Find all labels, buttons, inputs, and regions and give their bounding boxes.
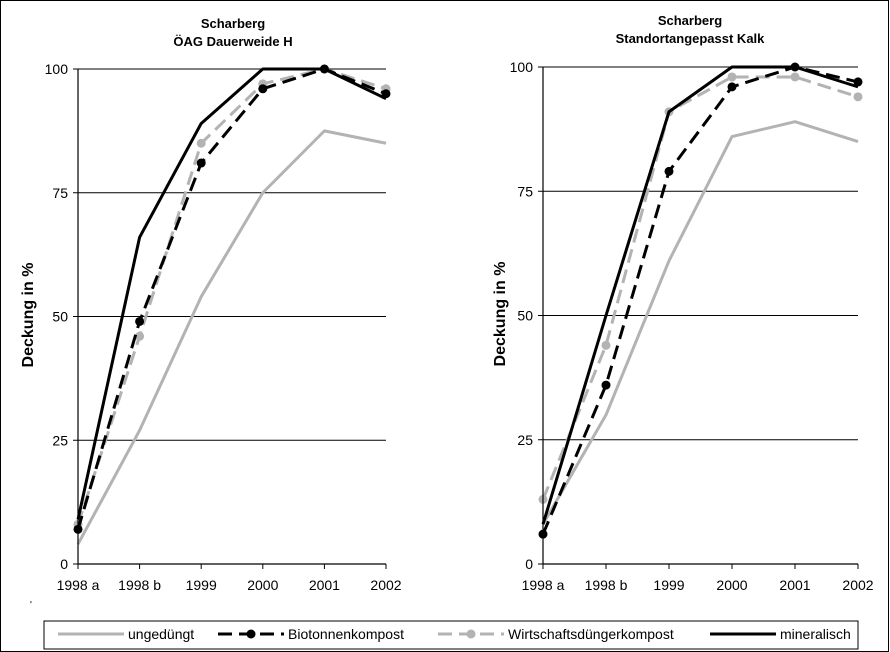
x-tick-label: 2001 xyxy=(309,577,340,593)
series-line-ungedüngt xyxy=(76,129,387,545)
y-tick-label: 50 xyxy=(517,308,533,324)
chart-subtitle-left: ÖAG Dauerweide H xyxy=(173,34,292,49)
chart-title-left: Scharberg xyxy=(201,16,265,31)
x-tick-label: 1999 xyxy=(653,577,684,593)
y-tick-label: 100 xyxy=(45,61,69,77)
data-point-wirtschaftsdüngerkompost xyxy=(727,72,737,82)
data-point-wirtschaftsdüngerkompost xyxy=(601,340,611,350)
data-point-wirtschaftsdüngerkompost xyxy=(135,331,145,341)
stray-mark: ' xyxy=(30,600,32,611)
data-point-wirtschaftsdüngerkompost xyxy=(853,92,863,102)
y-tick-label: 25 xyxy=(517,432,533,448)
data-point-biotonnenkompost xyxy=(664,166,674,176)
data-point-biotonnenkompost xyxy=(135,316,145,326)
x-tick-label: 1998 a xyxy=(57,577,100,593)
legend-label: ungedüngt xyxy=(128,626,194,642)
x-tick-label: 2000 xyxy=(247,577,278,593)
chart-panel-right: Scharberg Standortangepasst Kalk Deckung… xyxy=(492,13,874,593)
y-tick-label: 0 xyxy=(525,556,533,572)
data-point-biotonnenkompost xyxy=(853,77,863,87)
series-line-biotonnenkompost xyxy=(541,65,859,535)
legend-marker xyxy=(466,629,476,639)
legend-label: Wirtschaftsdüngerkompost xyxy=(508,626,674,642)
y-tick-label: 25 xyxy=(52,432,68,448)
data-point-biotonnenkompost xyxy=(196,158,206,168)
series-line-ungedüngt xyxy=(541,120,859,525)
x-tick-label: 2000 xyxy=(716,577,747,593)
data-point-biotonnenkompost xyxy=(258,84,268,94)
legend-marker xyxy=(246,629,256,639)
series-line-wirtschaftsdüngerkompost xyxy=(76,67,387,525)
x-tick-label: 1999 xyxy=(186,577,217,593)
y-tick-label: 100 xyxy=(510,59,534,75)
x-tick-label: 2001 xyxy=(779,577,810,593)
chart-subtitle-right: Standortangepasst Kalk xyxy=(616,31,766,46)
x-tick-label: 1998 b xyxy=(585,577,628,593)
x-tick-label: 1998 a xyxy=(522,577,565,593)
y-tick-label: 75 xyxy=(52,185,68,201)
y-tick-label: 75 xyxy=(517,183,533,199)
y-tick-label: 0 xyxy=(60,556,68,572)
series-line-mineralisch xyxy=(76,67,387,520)
y-axis-label-left: Deckung in % xyxy=(20,263,37,368)
data-point-biotonnenkompost xyxy=(601,380,611,390)
series-line-wirtschaftsdüngerkompost xyxy=(541,75,859,500)
data-point-biotonnenkompost xyxy=(727,82,737,92)
x-tick-label: 2002 xyxy=(370,577,401,593)
chart-title-right: Scharberg xyxy=(658,13,722,28)
y-tick-label: 50 xyxy=(52,309,68,325)
legend-label: mineralisch xyxy=(780,626,851,642)
data-point-wirtschaftsdüngerkompost xyxy=(196,138,206,148)
chart-panel-left: Scharberg ÖAG Dauerweide H Deckung in % … xyxy=(20,16,402,593)
series-line-mineralisch xyxy=(541,65,859,525)
data-point-wirtschaftsdüngerkompost xyxy=(790,72,800,82)
x-tick-label: 2002 xyxy=(842,577,873,593)
legend-label: Biotonnenkompost xyxy=(288,626,404,642)
x-tick-label: 1998 b xyxy=(118,577,161,593)
legend: ungedüngt Biotonnenkompost Wirtschaftsdüng… xyxy=(58,626,851,642)
y-axis-label-right: Deckung in % xyxy=(492,262,509,367)
